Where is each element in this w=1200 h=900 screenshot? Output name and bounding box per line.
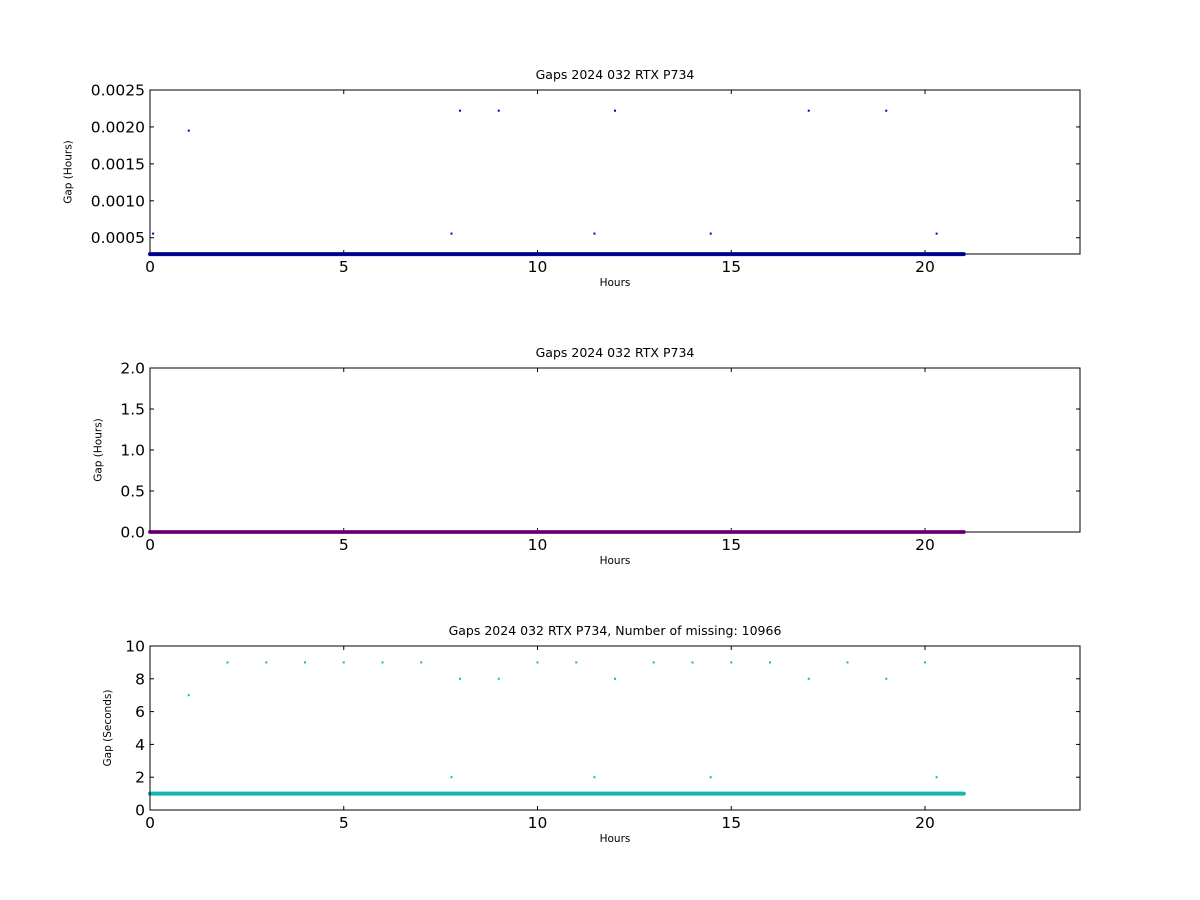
plot-frame [149, 645, 1081, 811]
x-tick-label: 5 [339, 814, 349, 832]
x-axis-label: Hours [600, 833, 631, 845]
y-tick-label: 2.0 [120, 360, 145, 378]
data-point [593, 232, 596, 235]
data-point [152, 232, 155, 235]
y-tick-label: 0.0010 [91, 192, 145, 210]
data-point [459, 109, 461, 112]
data-point [614, 109, 616, 112]
data-point [381, 661, 384, 664]
y-tick-label: 10 [125, 638, 145, 656]
data-point [450, 776, 453, 779]
data-point [304, 661, 306, 664]
y-tick-label: 6 [135, 703, 145, 721]
data-point [342, 661, 345, 664]
chart-panel-2: Gaps 2024 032 RTX P734 Hours 0.0 0.5 1.0 1.5 2… [92, 345, 1081, 567]
data-point [497, 109, 500, 112]
data-point [420, 661, 423, 664]
data-point [187, 694, 190, 697]
y-tick-label: 1.0 [120, 442, 145, 460]
y-tick-label: 0 [135, 802, 145, 820]
data-point [497, 677, 500, 680]
data-point [846, 661, 849, 664]
y-tick-label: 0.0005 [91, 229, 145, 247]
y-axis-label: Gap (Hours) [92, 418, 104, 482]
y-tick-label: 0.0020 [91, 118, 145, 136]
data-point [187, 129, 190, 132]
y-tick-label: 0.0 [120, 524, 145, 542]
y-tick-label: 2 [135, 769, 145, 787]
chart-title: Gaps 2024 032 RTX P734, Number of missin… [449, 623, 782, 638]
x-tick-label: 10 [528, 536, 548, 554]
x-tick-label: 0 [145, 536, 155, 554]
data-point [614, 677, 616, 680]
y-tick-label: 0.0025 [91, 82, 145, 100]
data-point [265, 661, 268, 664]
y-tick-label: 0.0015 [91, 155, 145, 173]
x-tick-label: 5 [339, 258, 349, 276]
data-point [709, 232, 712, 235]
data-point [807, 677, 810, 680]
x-axis-label: Hours [600, 277, 631, 289]
data-point [935, 232, 938, 235]
data-point [450, 232, 453, 235]
x-tick-label: 5 [339, 536, 349, 554]
chart-title: Gaps 2024 032 RTX P734 [536, 67, 695, 82]
y-axis-label: Gap (Hours) [63, 140, 75, 204]
x-tick-label: 10 [528, 814, 548, 832]
data-point [885, 677, 888, 680]
x-tick-label: 15 [721, 536, 741, 554]
data-point [226, 661, 229, 664]
data-point [691, 661, 694, 664]
data-point [536, 661, 539, 664]
data-point [575, 661, 578, 664]
y-tick-label: 8 [135, 670, 145, 688]
data-point [652, 661, 655, 664]
x-axis-label: Hours [600, 555, 631, 567]
chart-title: Gaps 2024 032 RTX P734 [536, 345, 695, 360]
x-tick-label: 15 [721, 814, 741, 832]
y-tick-label: 4 [135, 736, 145, 754]
y-axis-label: Gap (Seconds) [102, 690, 114, 767]
plot-frame [149, 89, 1081, 255]
data-point [769, 661, 771, 664]
data-point [730, 661, 733, 664]
x-tick-label: 20 [915, 258, 935, 276]
data-point [807, 109, 810, 112]
data-point [924, 661, 926, 664]
data-point [459, 677, 461, 680]
chart-panel-3: Gaps 2024 032 RTX P734, Number of missin… [102, 623, 1081, 845]
x-tick-label: 10 [528, 258, 548, 276]
chart-panel-1: Gaps 2024 032 RTX P734 Hours 0.0005 0.0010 0… [63, 67, 1081, 289]
x-tick-label: 0 [145, 258, 155, 276]
data-point [593, 776, 596, 779]
x-tick-label: 20 [915, 814, 935, 832]
data-point [709, 776, 712, 779]
x-tick-label: 0 [145, 814, 155, 832]
y-tick-label: 0.5 [120, 483, 145, 501]
x-tick-label: 15 [721, 258, 741, 276]
data-point [885, 109, 888, 112]
y-tick-label: 1.5 [120, 401, 145, 419]
x-tick-label: 20 [915, 536, 935, 554]
plot-frame [149, 367, 1081, 533]
data-point [935, 776, 938, 779]
